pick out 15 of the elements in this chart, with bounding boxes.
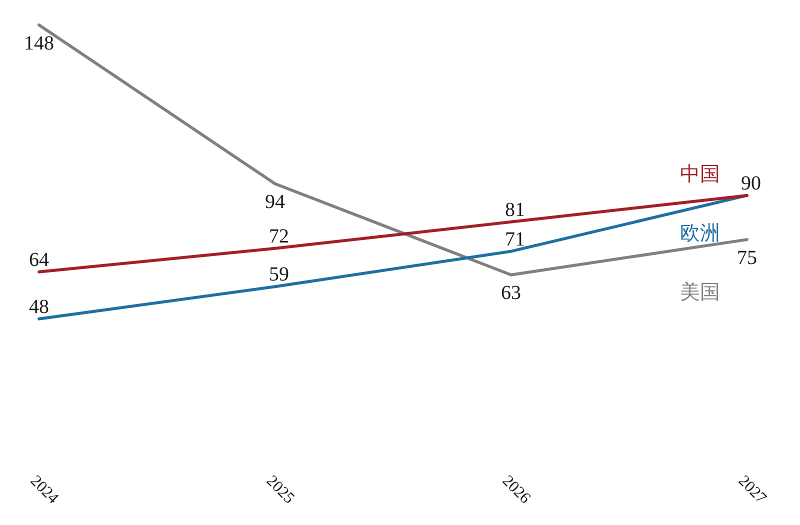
series-label: 美国 (680, 280, 720, 304)
series-label: 欧洲 (680, 222, 720, 245)
data-label: 63 (501, 282, 521, 304)
series-label: 中国 (680, 164, 720, 186)
data-label: 48 (29, 296, 49, 318)
data-label: 72 (269, 225, 289, 248)
data-label: 94 (265, 190, 285, 213)
data-label: 64 (29, 248, 49, 271)
data-label: 81 (505, 198, 525, 221)
data-label: 71 (505, 228, 525, 250)
data-label: 90 (741, 172, 761, 194)
x-tick-label: 2027 (734, 472, 770, 508)
data-label: 148 (24, 32, 54, 54)
data-label: 75 (737, 246, 757, 269)
data-label: 59 (269, 264, 289, 286)
